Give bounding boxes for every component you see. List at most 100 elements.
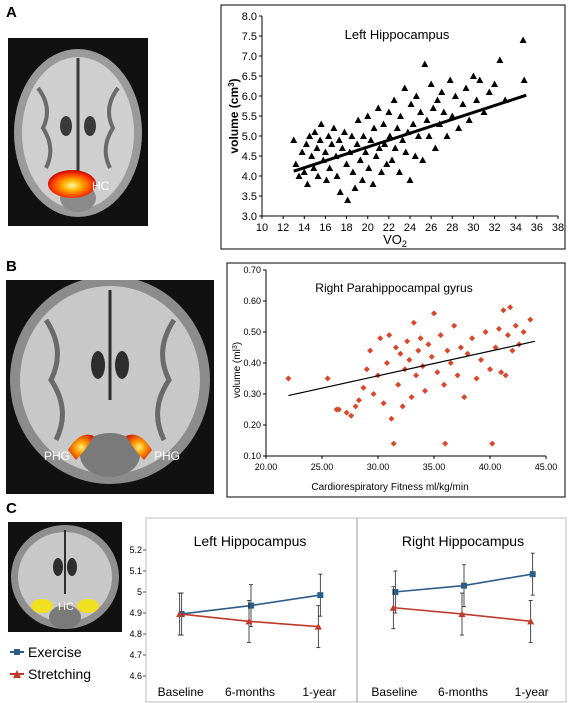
data-point xyxy=(328,140,336,147)
brain-image-c: HC xyxy=(8,522,122,632)
data-point xyxy=(388,415,395,422)
data-point xyxy=(367,347,374,354)
x-tick-label: 6-months xyxy=(225,685,275,699)
brain-image-a: HC xyxy=(8,38,148,226)
data-point xyxy=(504,332,511,339)
y-tick-label: 0.40 xyxy=(243,358,261,368)
y-tick-label: 8.0 xyxy=(242,11,257,23)
data-point xyxy=(317,592,324,599)
data-point xyxy=(311,128,319,135)
y-tick-label: 3.5 xyxy=(242,191,257,203)
y-tick-label: 4.6 xyxy=(129,671,142,681)
data-point xyxy=(473,96,481,103)
data-point xyxy=(333,172,341,179)
data-point xyxy=(429,104,437,111)
data-point xyxy=(314,623,322,630)
chart-title: Left Hippocampus xyxy=(194,533,307,549)
y-tick-label: 4.7 xyxy=(129,650,142,660)
data-point xyxy=(444,347,451,354)
x-tick-label: 24 xyxy=(404,222,416,234)
y-tick-label: 5.2 xyxy=(129,545,142,555)
data-point xyxy=(295,172,303,179)
data-point xyxy=(380,400,387,407)
data-point xyxy=(411,152,419,159)
data-point xyxy=(326,164,334,171)
x-tick-label: 14 xyxy=(298,222,310,234)
x-tick-label: 18 xyxy=(340,222,352,234)
data-point xyxy=(308,152,316,159)
legend-item-exercise: Exercise xyxy=(10,641,91,663)
data-point xyxy=(317,120,325,127)
data-point xyxy=(362,148,370,155)
data-point xyxy=(408,394,415,401)
x-tick-label: 16 xyxy=(319,222,331,234)
x-tick-label: 22 xyxy=(383,222,395,234)
data-point xyxy=(457,344,464,351)
data-point xyxy=(324,375,331,382)
data-point xyxy=(359,132,367,139)
triangle-marker-icon xyxy=(10,666,28,682)
y-tick-label: 0.10 xyxy=(243,451,261,461)
legend-item-stretching: Stretching xyxy=(10,663,91,685)
data-point xyxy=(340,128,348,135)
data-point xyxy=(338,144,346,151)
data-point xyxy=(395,381,402,388)
data-point xyxy=(455,124,463,131)
data-point xyxy=(447,360,454,366)
x-tick-label: 12 xyxy=(277,222,289,234)
data-point xyxy=(367,136,375,143)
data-point xyxy=(292,160,300,167)
data-point xyxy=(389,604,397,611)
x-tick-label: 32 xyxy=(488,222,500,234)
data-point xyxy=(464,350,471,357)
trendline xyxy=(288,340,535,397)
brain-image-b: PHG PHG xyxy=(6,280,214,494)
data-point xyxy=(404,338,411,345)
square-marker-icon xyxy=(10,644,28,660)
data-point xyxy=(425,341,432,348)
data-point xyxy=(406,176,414,183)
y-tick-label: 5 xyxy=(137,587,142,597)
data-point xyxy=(321,148,329,155)
data-point xyxy=(417,335,424,342)
data-point xyxy=(491,80,499,87)
x-tick-label: 26 xyxy=(425,222,437,234)
scatter-chart-right-parahippocampal: 0.10 0.20 0.30 0.40 0.50 0.60 0.70 20.00 25.00 30… xyxy=(226,262,566,498)
data-point xyxy=(248,602,254,609)
data-point xyxy=(364,112,372,119)
data-point xyxy=(348,132,356,139)
y-tick-label: 5.5 xyxy=(242,111,257,123)
data-point xyxy=(399,403,406,410)
data-point xyxy=(377,335,384,342)
data-point xyxy=(176,610,184,618)
data-point xyxy=(393,124,401,131)
data-point xyxy=(358,176,366,183)
data-point xyxy=(375,144,383,151)
data-point xyxy=(441,381,448,388)
data-point xyxy=(469,72,477,79)
data-point xyxy=(415,347,422,354)
data-point xyxy=(428,353,435,360)
legend-label: Exercise xyxy=(28,644,82,660)
data-point xyxy=(443,132,451,139)
y-tick-label: 4.5 xyxy=(242,151,257,163)
data-point xyxy=(498,369,505,376)
data-point xyxy=(485,88,493,95)
data-point xyxy=(422,387,429,394)
data-point xyxy=(370,391,377,397)
x-tick-label: 45.00 xyxy=(535,462,558,472)
data-point xyxy=(431,144,439,151)
data-point xyxy=(462,84,470,91)
data-point xyxy=(245,617,253,625)
data-point xyxy=(351,184,359,191)
data-point xyxy=(509,347,516,354)
data-point xyxy=(306,132,314,139)
data-point xyxy=(433,96,441,103)
data-point xyxy=(381,140,389,147)
data-point xyxy=(314,172,322,179)
y-tick-label: 7.0 xyxy=(242,51,257,63)
data-point xyxy=(380,120,388,127)
data-point xyxy=(409,120,417,127)
data-point xyxy=(386,132,394,139)
data-point xyxy=(313,144,321,151)
